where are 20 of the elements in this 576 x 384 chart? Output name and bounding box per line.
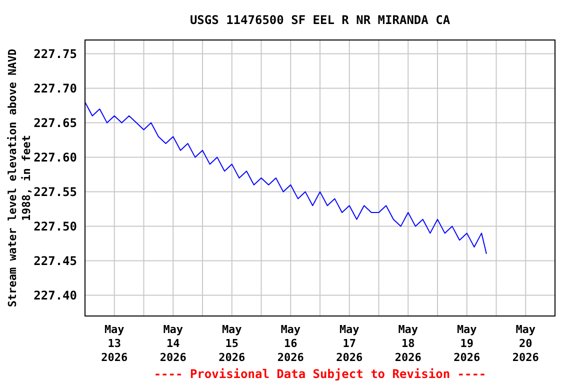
y-tick-label: 227.45	[34, 254, 77, 268]
line-series	[84, 102, 487, 254]
y-tick-label: 227.50	[34, 220, 77, 234]
y-tick-label: 227.75	[34, 47, 77, 61]
y-tick-label: 227.60	[34, 150, 77, 164]
y-tick-label: 227.55	[34, 185, 77, 199]
x-tick-label: May 17 2026	[336, 323, 363, 364]
x-tick-label: May 20 2026	[512, 323, 540, 364]
text: ---- Provisional Data Subject to Revision ----	[154, 367, 486, 381]
x-tick-label: May 15 2026	[218, 323, 246, 364]
chart-title: USGS 11476500 SF EEL R NR MIRANDA CA	[190, 13, 451, 27]
x-tick-label: May 16 2026	[277, 323, 304, 364]
x-tick-label: May 13 2026	[101, 323, 128, 364]
x-tick-label: May 18 2026	[394, 323, 422, 364]
x-tick-label: May 19 2026	[454, 323, 480, 364]
y-axis-title: Stream water level elevation above NAVD 1988, in feet	[6, 48, 33, 308]
y-tick-label: 227.70	[34, 82, 77, 96]
y-tick-label: 227.65	[34, 116, 77, 130]
x-tick-label: May 14 2026	[160, 323, 187, 364]
y-tick-label: 227.40	[34, 288, 77, 302]
